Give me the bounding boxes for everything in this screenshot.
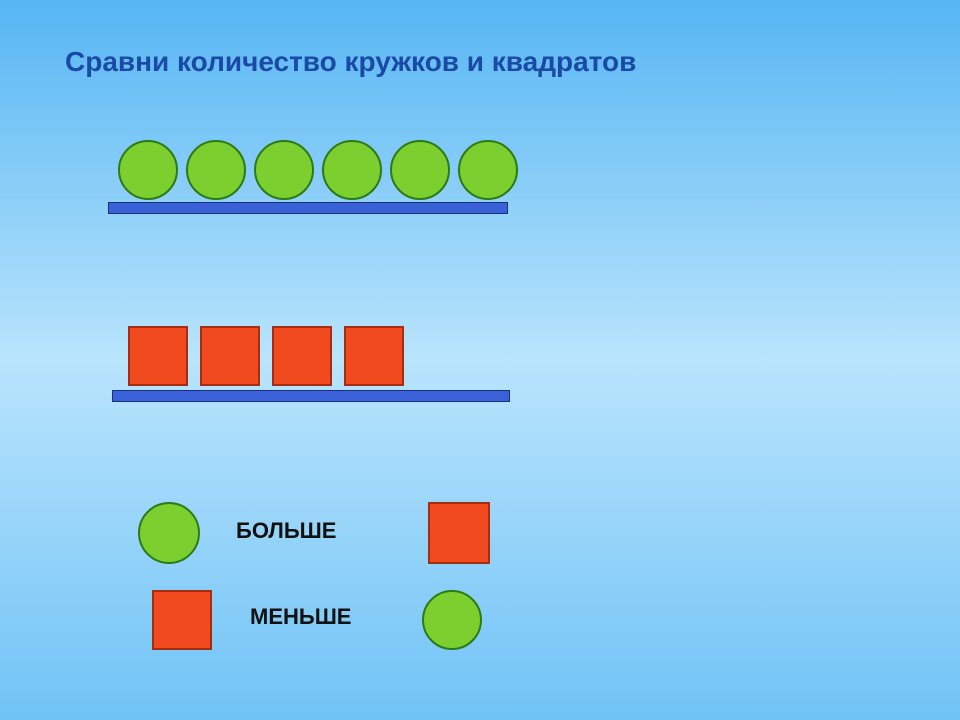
square-shape (200, 326, 260, 386)
legend-less-label: МЕНЬШЕ (250, 604, 351, 630)
legend-less-left-shape (152, 590, 212, 650)
squares-row (128, 326, 404, 386)
circle-shape (118, 140, 178, 200)
square-shape (428, 502, 490, 564)
circle-shape (458, 140, 518, 200)
square-shape (128, 326, 188, 386)
square-shape (272, 326, 332, 386)
page-title: Сравни количество кружков и квадратов (65, 46, 636, 78)
legend-more-left-shape (138, 502, 200, 564)
square-shape (344, 326, 404, 386)
circle-shape (322, 140, 382, 200)
legend-less-right-shape (422, 590, 482, 650)
shelf-bar-1 (108, 202, 508, 214)
legend-more-label: БОЛЬШЕ (236, 518, 336, 544)
circles-row (118, 140, 518, 200)
shelf-bar-2 (112, 390, 510, 402)
legend-more-right-shape (428, 502, 490, 564)
square-shape (152, 590, 212, 650)
circle-shape (422, 590, 482, 650)
circle-shape (186, 140, 246, 200)
circle-shape (138, 502, 200, 564)
circle-shape (254, 140, 314, 200)
circle-shape (390, 140, 450, 200)
